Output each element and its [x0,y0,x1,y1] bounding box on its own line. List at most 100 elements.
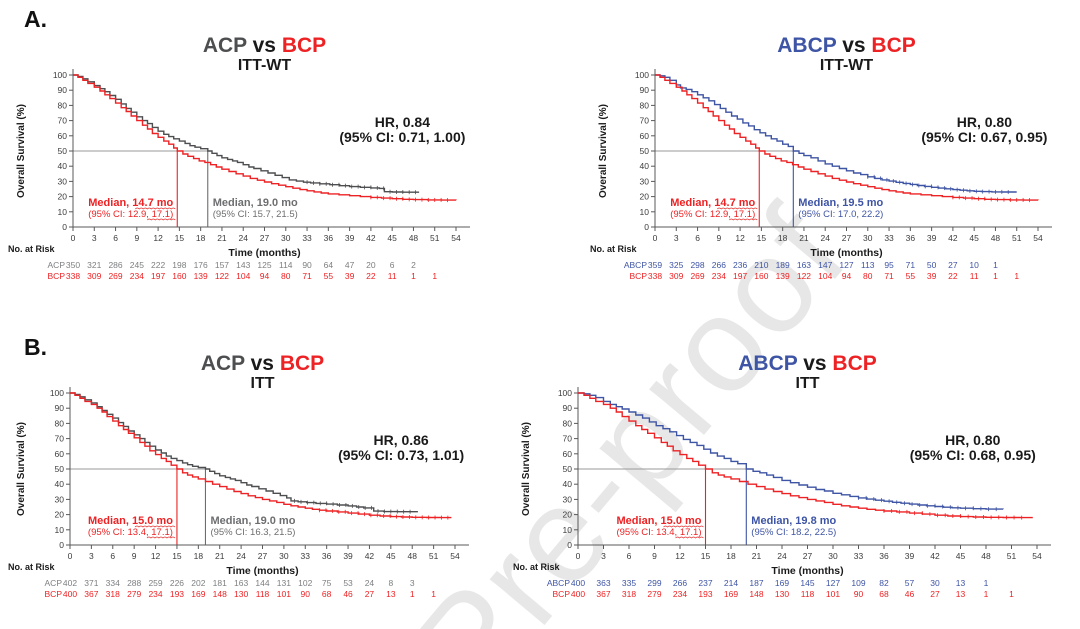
km-curve-abcp [655,74,1017,193]
risk-value: 6 [390,260,395,270]
x-tick-label: 33 [302,233,312,243]
x-tick-label: 36 [324,233,334,243]
risk-value: 367 [84,589,98,599]
risk-value: 214 [724,578,738,588]
y-tick-label: 100 [635,70,649,80]
y-tick-label: 70 [640,116,650,126]
x-axis-label: Time (months) [226,565,298,577]
risk-value: 75 [322,578,332,588]
title-vs: vs [797,352,832,375]
risk-value: 237 [698,578,712,588]
x-axis-label: Time (months) [810,247,882,259]
risk-value: 145 [800,578,814,588]
y-tick-label: 90 [640,85,650,95]
risk-value: 367 [596,589,610,599]
title-vs: vs [836,34,871,57]
y-axis-label: Overall Survival (%) [16,422,27,516]
risk-value: 147 [818,260,832,270]
x-tick-label: 27 [258,551,268,561]
x-tick-label: 30 [828,551,838,561]
risk-value: 286 [108,260,122,270]
risk-value: 338 [66,271,80,281]
risk-value: 338 [648,271,662,281]
chart-subtitle: ITT [251,375,275,392]
risk-value: 104 [236,271,250,281]
x-tick-label: 3 [89,551,94,561]
x-tick-label: 0 [576,551,581,561]
risk-value: 101 [826,589,840,599]
risk-row-label-abcp: ABCP [624,260,647,270]
risk-value: 113 [861,260,875,270]
x-tick-label: 48 [981,551,991,561]
x-tick-label: 27 [260,233,270,243]
risk-value: 266 [712,260,726,270]
x-tick-label: 9 [652,551,657,561]
y-tick-label: 40 [640,161,650,171]
y-tick-label: 60 [640,131,650,141]
risk-value: 148 [749,589,763,599]
chart-subtitle: ITT-WT [820,57,874,74]
x-tick-label: 39 [345,233,355,243]
risk-value: 197 [151,271,165,281]
risk-value: 8 [388,578,393,588]
x-tick-label: 18 [196,233,206,243]
y-tick-label: 30 [55,494,65,504]
risk-value: 1 [993,271,998,281]
y-tick-label: 70 [563,434,573,444]
x-tick-label: 30 [863,233,873,243]
x-tick-label: 12 [153,233,163,243]
x-tick-label: 15 [175,233,185,243]
x-tick-label: 54 [450,551,460,561]
risk-value: 139 [776,271,790,281]
median-ci-0: (95% CI: 12.9, 17.1) [88,209,173,220]
risk-value: 27 [930,589,940,599]
risk-value: 39 [345,271,355,281]
y-tick-label: 30 [640,176,650,186]
risk-value: 68 [879,589,889,599]
risk-value: 148 [213,589,227,599]
x-tick-label: 21 [799,233,809,243]
risk-value: 181 [213,578,227,588]
risk-row-label-bcp: BCP [553,589,571,599]
risk-row-label-acp: ACP [45,578,63,588]
risk-value: 1 [431,589,436,599]
x-tick-label: 36 [906,233,916,243]
x-tick-label: 6 [627,551,632,561]
x-tick-label: 15 [701,551,711,561]
risk-value: 90 [854,589,864,599]
risk-value: 130 [775,589,789,599]
title-arm1: ACP [201,352,245,375]
risk-value: 359 [648,260,662,270]
risk-value: 130 [234,589,248,599]
risk-value: 20 [366,260,376,270]
risk-table-title: No. at Risk [8,562,56,572]
risk-value: 46 [905,589,915,599]
risk-value: 318 [106,589,120,599]
risk-value: 226 [170,578,184,588]
risk-value: 1 [984,578,989,588]
chart-subtitle: ITT [796,375,820,392]
hr-ci: (95% CI: 0.73, 1.01) [338,447,464,463]
title-arm2: BCP [282,34,326,57]
hr-value: HR, 0.80 [957,114,1012,130]
risk-value: 118 [801,589,815,599]
risk-value: 13 [956,589,966,599]
risk-row-label-bcp: BCP [48,271,66,281]
median-label-1: Median, 19.0 mo [213,197,298,209]
risk-value: 57 [905,578,915,588]
y-tick-label: 40 [563,479,573,489]
risk-value: 131 [277,578,291,588]
x-tick-label: 36 [322,551,332,561]
squiggle-underline [675,536,704,539]
risk-value: 114 [279,260,293,270]
x-tick-label: 42 [930,551,940,561]
risk-value: 160 [172,271,186,281]
risk-value: 157 [215,260,229,270]
y-tick-label: 0 [62,222,67,232]
risk-value: 39 [927,271,937,281]
risk-value: 104 [818,271,832,281]
median-label-0: Median, 14.7 mo [88,197,173,209]
y-tick-label: 20 [563,510,573,520]
y-tick-label: 80 [563,418,573,428]
